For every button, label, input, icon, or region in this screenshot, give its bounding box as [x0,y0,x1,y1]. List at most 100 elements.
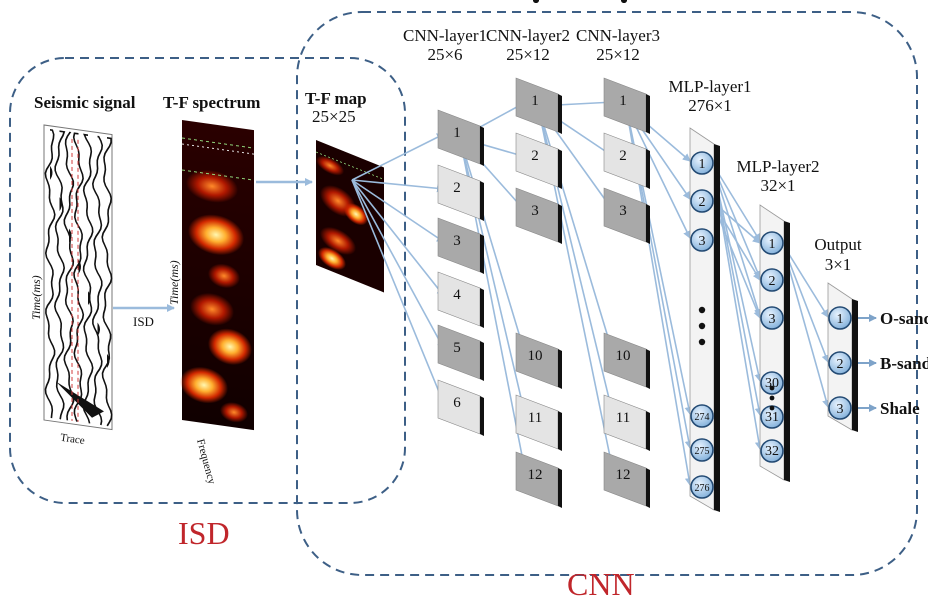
feature-map: 5 [437,324,484,381]
feature-map: 12 [603,451,650,508]
dense-ellipsis-dot [769,405,775,411]
neuron-index: 274 [695,412,710,423]
cnn-layers: CNN-layer125×6123456CNN-layer225×1212310… [403,0,660,508]
neuron-index: 32 [765,444,779,459]
tf-spectrum-heatmap [180,120,254,431]
class-label: O-sand [880,309,928,328]
neuron-index: 1 [769,237,776,252]
neuron-node: 2 [760,268,784,292]
dense-ellipsis-dot [769,385,775,391]
feature-map: 1 [515,77,562,134]
isd-region-label: ISD [178,515,230,551]
feature-map-index: 1 [619,93,627,109]
dense-layer-3-size: 3×1 [825,255,852,274]
feature-map-index: 3 [531,203,539,219]
feature-map: 2 [603,132,650,189]
connection-arrow [351,179,446,405]
neuron-index: 275 [695,446,710,457]
neuron-node: 3 [760,306,784,330]
neuron-node: 3 [690,228,714,252]
dense-ellipsis-dot [769,395,775,401]
dense-ellipsis-dot [698,306,706,314]
tf-map-title: T-F map [305,89,367,108]
connection-arrow [351,179,445,350]
dense-layer-2-size: 32×1 [760,176,795,195]
seismic-signal-panel [43,124,113,431]
feature-map: 4 [437,271,484,328]
isd-region-border [9,57,406,504]
cnn-region-border [296,11,918,576]
connection-arrow [351,179,445,193]
neuron-node: 276 [690,475,714,499]
neuron-index: 1 [699,157,706,172]
neuron-index: 2 [699,195,706,210]
neuron-node: 1 [828,306,852,330]
feature-map-index: 2 [453,180,461,196]
tf-spectrum-ylabel: Time(ms) [167,260,181,305]
neuron-index: 276 [695,483,710,494]
feature-map: 11 [515,394,562,451]
feature-map-index: 2 [619,148,627,164]
tf-map-heatmap [316,140,384,293]
tf-map-size: 25×25 [312,107,356,126]
seismic-ylabel: Time(ms) [29,275,43,320]
seismic-xlabel: Trace [59,432,85,447]
cnn-layer-1-size: 25×6 [427,45,462,64]
tf-spectrum-title: T-F spectrum [163,93,260,112]
feature-map: 10 [515,332,562,389]
neuron-node: 1 [760,231,784,255]
dense-layer-1-title: MLP-layer1 [668,77,751,96]
feature-map: 1 [437,109,484,166]
seismic-signal-title: Seismic signal [34,93,136,112]
class-label: Shale [880,399,920,418]
neuron-index: 2 [837,357,844,372]
neuron-index: 3 [699,234,706,249]
feature-map-index: 4 [453,287,461,303]
neuron-node: 2 [690,189,714,213]
cnn-layer-1-title: CNN-layer1 [403,26,487,45]
feature-map-index: 11 [528,410,542,426]
cnn-layer-3-size: 25×12 [596,45,640,64]
neuron-node: 1 [690,151,714,175]
neuron-index: 1 [837,312,844,327]
neuron-index: 31 [765,410,779,425]
feature-map: 1 [603,77,650,134]
neuron-node: 2 [828,351,852,375]
cnn-layer-2-ellipsis-dot [533,0,539,3]
neuron-index: 30 [765,376,779,391]
feature-map-index: 12 [616,467,631,483]
connection-arrow [459,137,528,358]
feature-map-index: 3 [619,203,627,219]
neuron-index: 2 [769,274,776,289]
cnn-layer-3-ellipsis-dot [621,0,627,3]
feature-map-index: 1 [453,125,461,141]
feature-map-index: 11 [616,410,630,426]
feature-map: 2 [437,164,484,221]
connection-arrow [351,179,445,243]
neuron-node: 32 [760,439,784,463]
feature-map: 3 [603,187,650,244]
feature-map: 10 [603,332,650,389]
feature-map-index: 10 [616,348,631,364]
feature-map-index: 5 [453,340,461,356]
cnn-layer-3-title: CNN-layer3 [576,26,660,45]
dense-layer-2-title: MLP-layer2 [736,157,819,176]
dense-ellipsis-dot [698,338,706,346]
feature-map-index: 1 [531,93,539,109]
tf-spectrum-xlabel: Frequency [194,438,218,486]
dense-layer-3-title: Output [814,235,862,254]
class-label: B-sand [880,354,928,373]
connection-arrow [351,179,445,297]
connection-arrow [351,133,445,181]
neuron-node: 275 [690,438,714,462]
class-labels: O-sand B-sand Shale [858,309,928,418]
feature-map: 3 [437,217,484,274]
feature-map-index: 10 [528,348,543,364]
feature-map-index: 3 [453,233,461,249]
feature-map: 12 [515,451,562,508]
cnn-layer-2-size: 25×12 [506,45,550,64]
neuron-index: 3 [837,402,844,417]
neuron-node: 30 [760,371,784,395]
